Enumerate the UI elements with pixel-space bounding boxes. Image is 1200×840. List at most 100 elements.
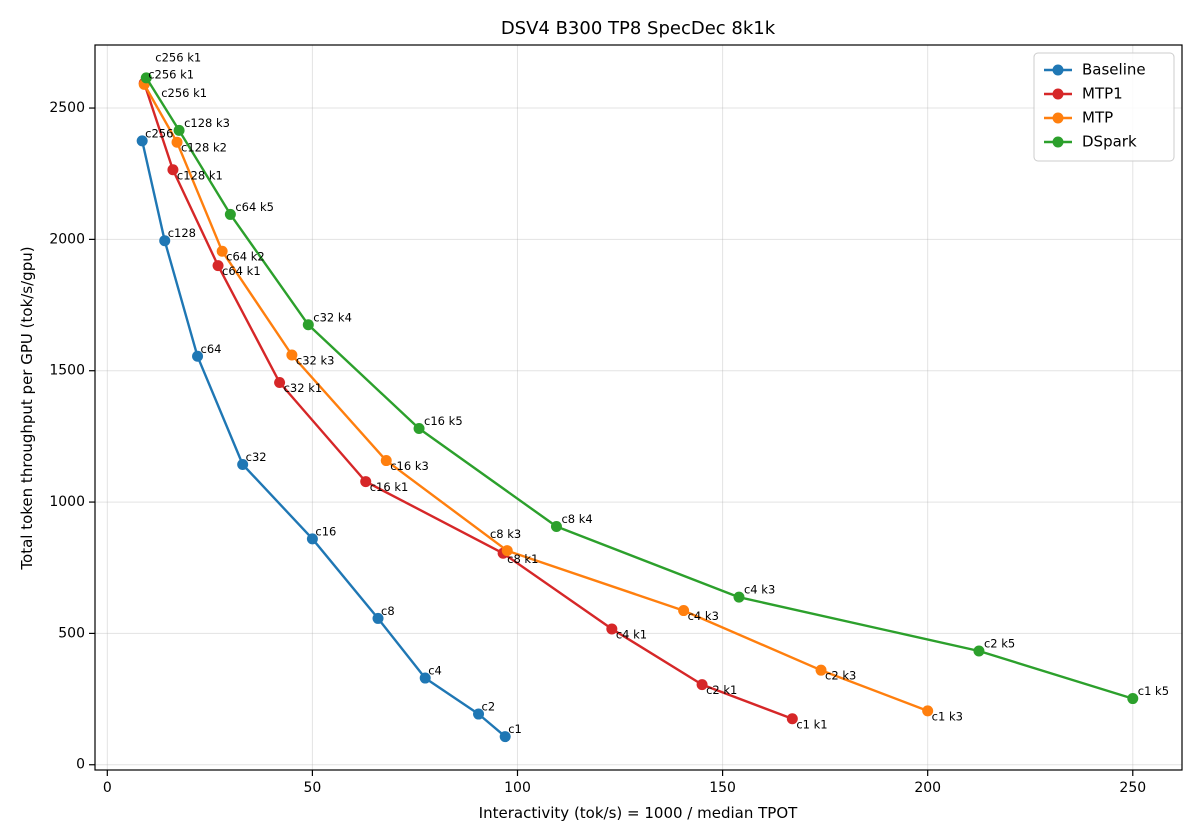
legend-label: MTP1 (1082, 85, 1123, 103)
point-label: c16 k3 (390, 459, 429, 473)
data-point-mtp (216, 245, 228, 257)
point-label: c1 k5 (1138, 684, 1169, 698)
data-point-dspark (973, 645, 985, 657)
grid (95, 45, 1182, 770)
point-label: c128 k3 (184, 116, 230, 130)
x-tick-label: 100 (504, 780, 531, 796)
x-axis-label: Interactivity (tok/s) = 1000 / median TP… (479, 804, 798, 822)
point-label: c16 (315, 524, 336, 538)
point-label: c2 k5 (984, 637, 1015, 651)
legend-swatch-marker (1052, 88, 1064, 100)
data-point-mtp1 (274, 377, 286, 389)
data-point-mtp1 (696, 679, 708, 691)
point-label: c64 k1 (222, 264, 261, 278)
y-tick-label: 500 (58, 625, 85, 641)
point-label: c4 k1 (616, 627, 647, 641)
series-layer (136, 72, 1139, 743)
x-tick-label: 0 (103, 780, 112, 796)
point-label: c2 (482, 700, 496, 714)
legend: Baseline MTP1 MTP DSpark (1033, 52, 1175, 162)
legend-label: Baseline (1082, 61, 1146, 79)
point-label: c4 (428, 664, 442, 678)
series-line-baseline (141, 140, 506, 738)
point-labels: c256 c128 c64 c32 c16 c8 c4 c2 c1 c256 k1 c128 k1 c… (145, 50, 1169, 736)
point-label: c16 k1 (370, 480, 409, 494)
y-axis-label: Total token throughput per GPU (tok/s/gp… (18, 246, 36, 570)
data-point-baseline (159, 235, 171, 247)
chart-title: DSV4 B300 TP8 SpecDec 8k1k (501, 18, 776, 39)
data-point-mtp (501, 545, 513, 557)
point-label: c4 k3 (744, 583, 775, 597)
x-tick-label: 200 (914, 780, 941, 796)
data-point-baseline (372, 612, 384, 624)
data-point-mtp (286, 349, 298, 361)
y-tick-label: 2500 (49, 100, 85, 116)
data-point-mtp (380, 455, 392, 467)
point-label: c8 k1 (507, 552, 538, 566)
point-label: c64 k5 (235, 200, 274, 214)
x-tick-label: 150 (709, 780, 736, 796)
y-tick-label: 2000 (49, 231, 85, 247)
point-label: c16 k5 (424, 414, 463, 428)
data-point-mtp (171, 136, 183, 148)
point-label: c256 (145, 126, 173, 140)
point-label: c8 k4 (561, 512, 592, 526)
point-label: c32 (246, 450, 267, 464)
series-line-mtp1 (143, 82, 793, 720)
point-label: c2 k3 (825, 669, 856, 683)
data-point-dspark (173, 124, 185, 136)
data-point-baseline (499, 731, 511, 743)
point-label: c32 k3 (296, 353, 335, 367)
legend-box (1033, 52, 1175, 162)
legend-swatch-marker (1052, 136, 1064, 148)
point-label: c2 k1 (706, 683, 737, 697)
point-label: c128 (168, 226, 196, 240)
point-label: c8 (381, 604, 395, 618)
point-label: c128 k1 (177, 168, 223, 182)
point-label: c1 k1 (796, 717, 827, 731)
point-label: c32 k4 (313, 310, 352, 324)
legend-label: MTP (1082, 109, 1113, 127)
data-point-mtp1 (360, 476, 372, 488)
data-point-mtp (815, 664, 827, 676)
point-label: c32 k1 (284, 381, 323, 395)
data-point-baseline (192, 350, 204, 362)
point-label: c64 (201, 342, 222, 356)
point-label: c128 k2 (181, 141, 227, 155)
data-point-baseline (237, 459, 249, 471)
legend-swatch-marker (1052, 64, 1064, 76)
data-point-baseline (419, 672, 431, 684)
point-label: c1 k3 (932, 709, 963, 723)
data-point-mtp1 (212, 260, 224, 272)
data-point-dspark (550, 520, 562, 532)
data-point-mtp (922, 705, 934, 717)
y-tick-label: 1500 (49, 363, 85, 379)
legend-label: DSpark (1082, 133, 1137, 151)
data-point-dspark (302, 319, 314, 331)
legend-swatch-marker (1052, 112, 1064, 124)
data-point-baseline (306, 533, 318, 545)
data-point-dspark (140, 72, 152, 84)
plot-frame (94, 44, 1183, 771)
point-label: c256 k1 (155, 50, 201, 64)
y-tick-label: 0 (76, 757, 85, 773)
data-point-baseline (473, 708, 485, 720)
data-point-mtp1 (786, 713, 798, 725)
x-tick-label: 250 (1119, 780, 1146, 796)
x-tick-label: 50 (303, 780, 321, 796)
data-point-baseline (136, 135, 148, 147)
data-point-mtp1 (606, 623, 618, 635)
data-point-mtp1 (167, 164, 179, 176)
point-label: c8 k3 (490, 527, 521, 541)
data-point-dspark (413, 423, 425, 435)
series-line-mtp (143, 83, 929, 713)
point-label: c4 k3 (688, 609, 719, 623)
y-tick-label: 1000 (49, 494, 85, 510)
data-point-dspark (224, 208, 236, 220)
point-label: c256 k1 (161, 86, 207, 100)
data-point-mtp (678, 605, 690, 617)
data-point-dspark (1127, 693, 1139, 705)
data-point-dspark (733, 591, 745, 603)
